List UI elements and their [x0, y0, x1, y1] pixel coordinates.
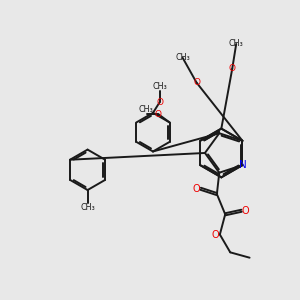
Text: O: O: [211, 230, 219, 239]
Text: O: O: [193, 184, 200, 194]
Text: O: O: [229, 64, 236, 73]
Text: O: O: [242, 206, 250, 216]
Text: CH₃: CH₃: [175, 53, 190, 62]
Text: CH₃: CH₃: [229, 40, 244, 49]
Text: N: N: [238, 160, 246, 170]
Text: O: O: [156, 98, 163, 107]
Text: CH₃: CH₃: [138, 105, 153, 114]
Text: O: O: [193, 78, 200, 87]
Text: CH₃: CH₃: [152, 82, 167, 91]
Text: O: O: [155, 110, 162, 119]
Text: CH₃: CH₃: [80, 203, 95, 212]
